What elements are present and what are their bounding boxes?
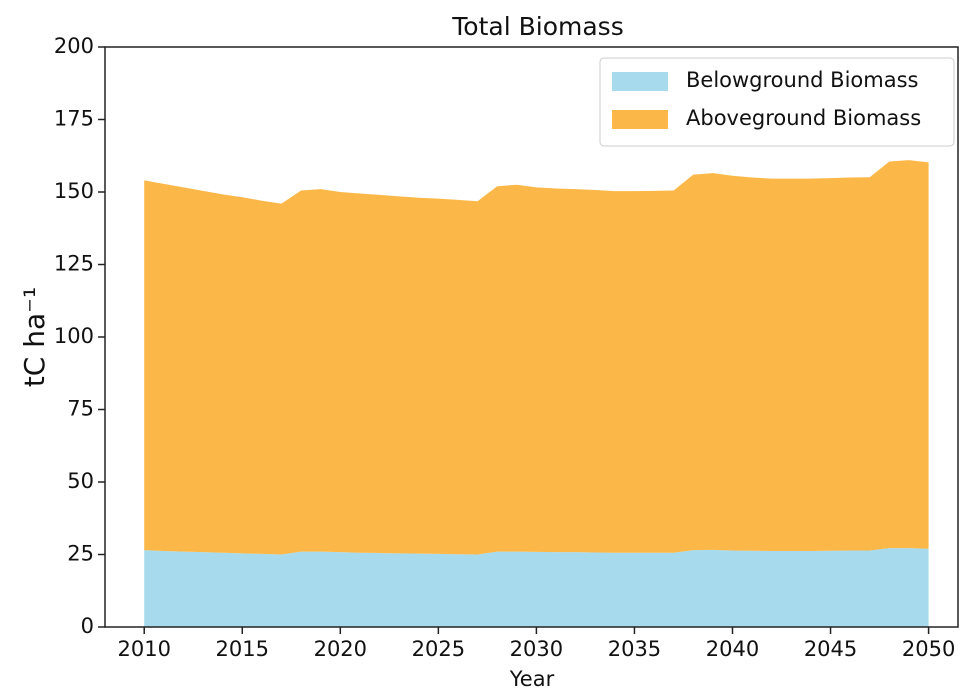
x-tick-label: 2020 (314, 637, 367, 661)
x-tick-label: 2050 (902, 637, 955, 661)
chart-title: Total Biomass (451, 12, 623, 41)
legend-swatch (612, 72, 668, 91)
x-tick-label: 2040 (706, 637, 759, 661)
x-tick-label: 2010 (117, 637, 170, 661)
y-tick-label: 200 (54, 34, 94, 58)
legend-swatch (612, 110, 668, 129)
y-tick-label: 150 (54, 179, 94, 203)
y-axis-label: tC ha⁻¹ (18, 287, 51, 387)
x-tick-label: 2015 (216, 637, 269, 661)
legend-label: Aboveground Biomass (686, 106, 921, 130)
x-tick-label: 2030 (510, 637, 563, 661)
x-axis-label: Year (509, 667, 555, 691)
legend-label: Belowground Biomass (686, 68, 918, 92)
area (144, 160, 929, 555)
legend-box (599, 57, 955, 147)
y-tick-label: 125 (54, 252, 94, 276)
y-tick-label: 50 (67, 469, 94, 493)
x-tick-label: 2035 (608, 637, 661, 661)
x-tick-label: 2025 (412, 637, 465, 661)
area (144, 548, 929, 627)
x-tick-label: 2045 (804, 637, 857, 661)
y-tick-label: 100 (54, 324, 94, 348)
y-tick-label: 175 (54, 107, 94, 131)
y-tick-label: 0 (81, 614, 94, 638)
y-tick-label: 25 (67, 542, 94, 566)
y-tick-label: 75 (67, 397, 94, 421)
